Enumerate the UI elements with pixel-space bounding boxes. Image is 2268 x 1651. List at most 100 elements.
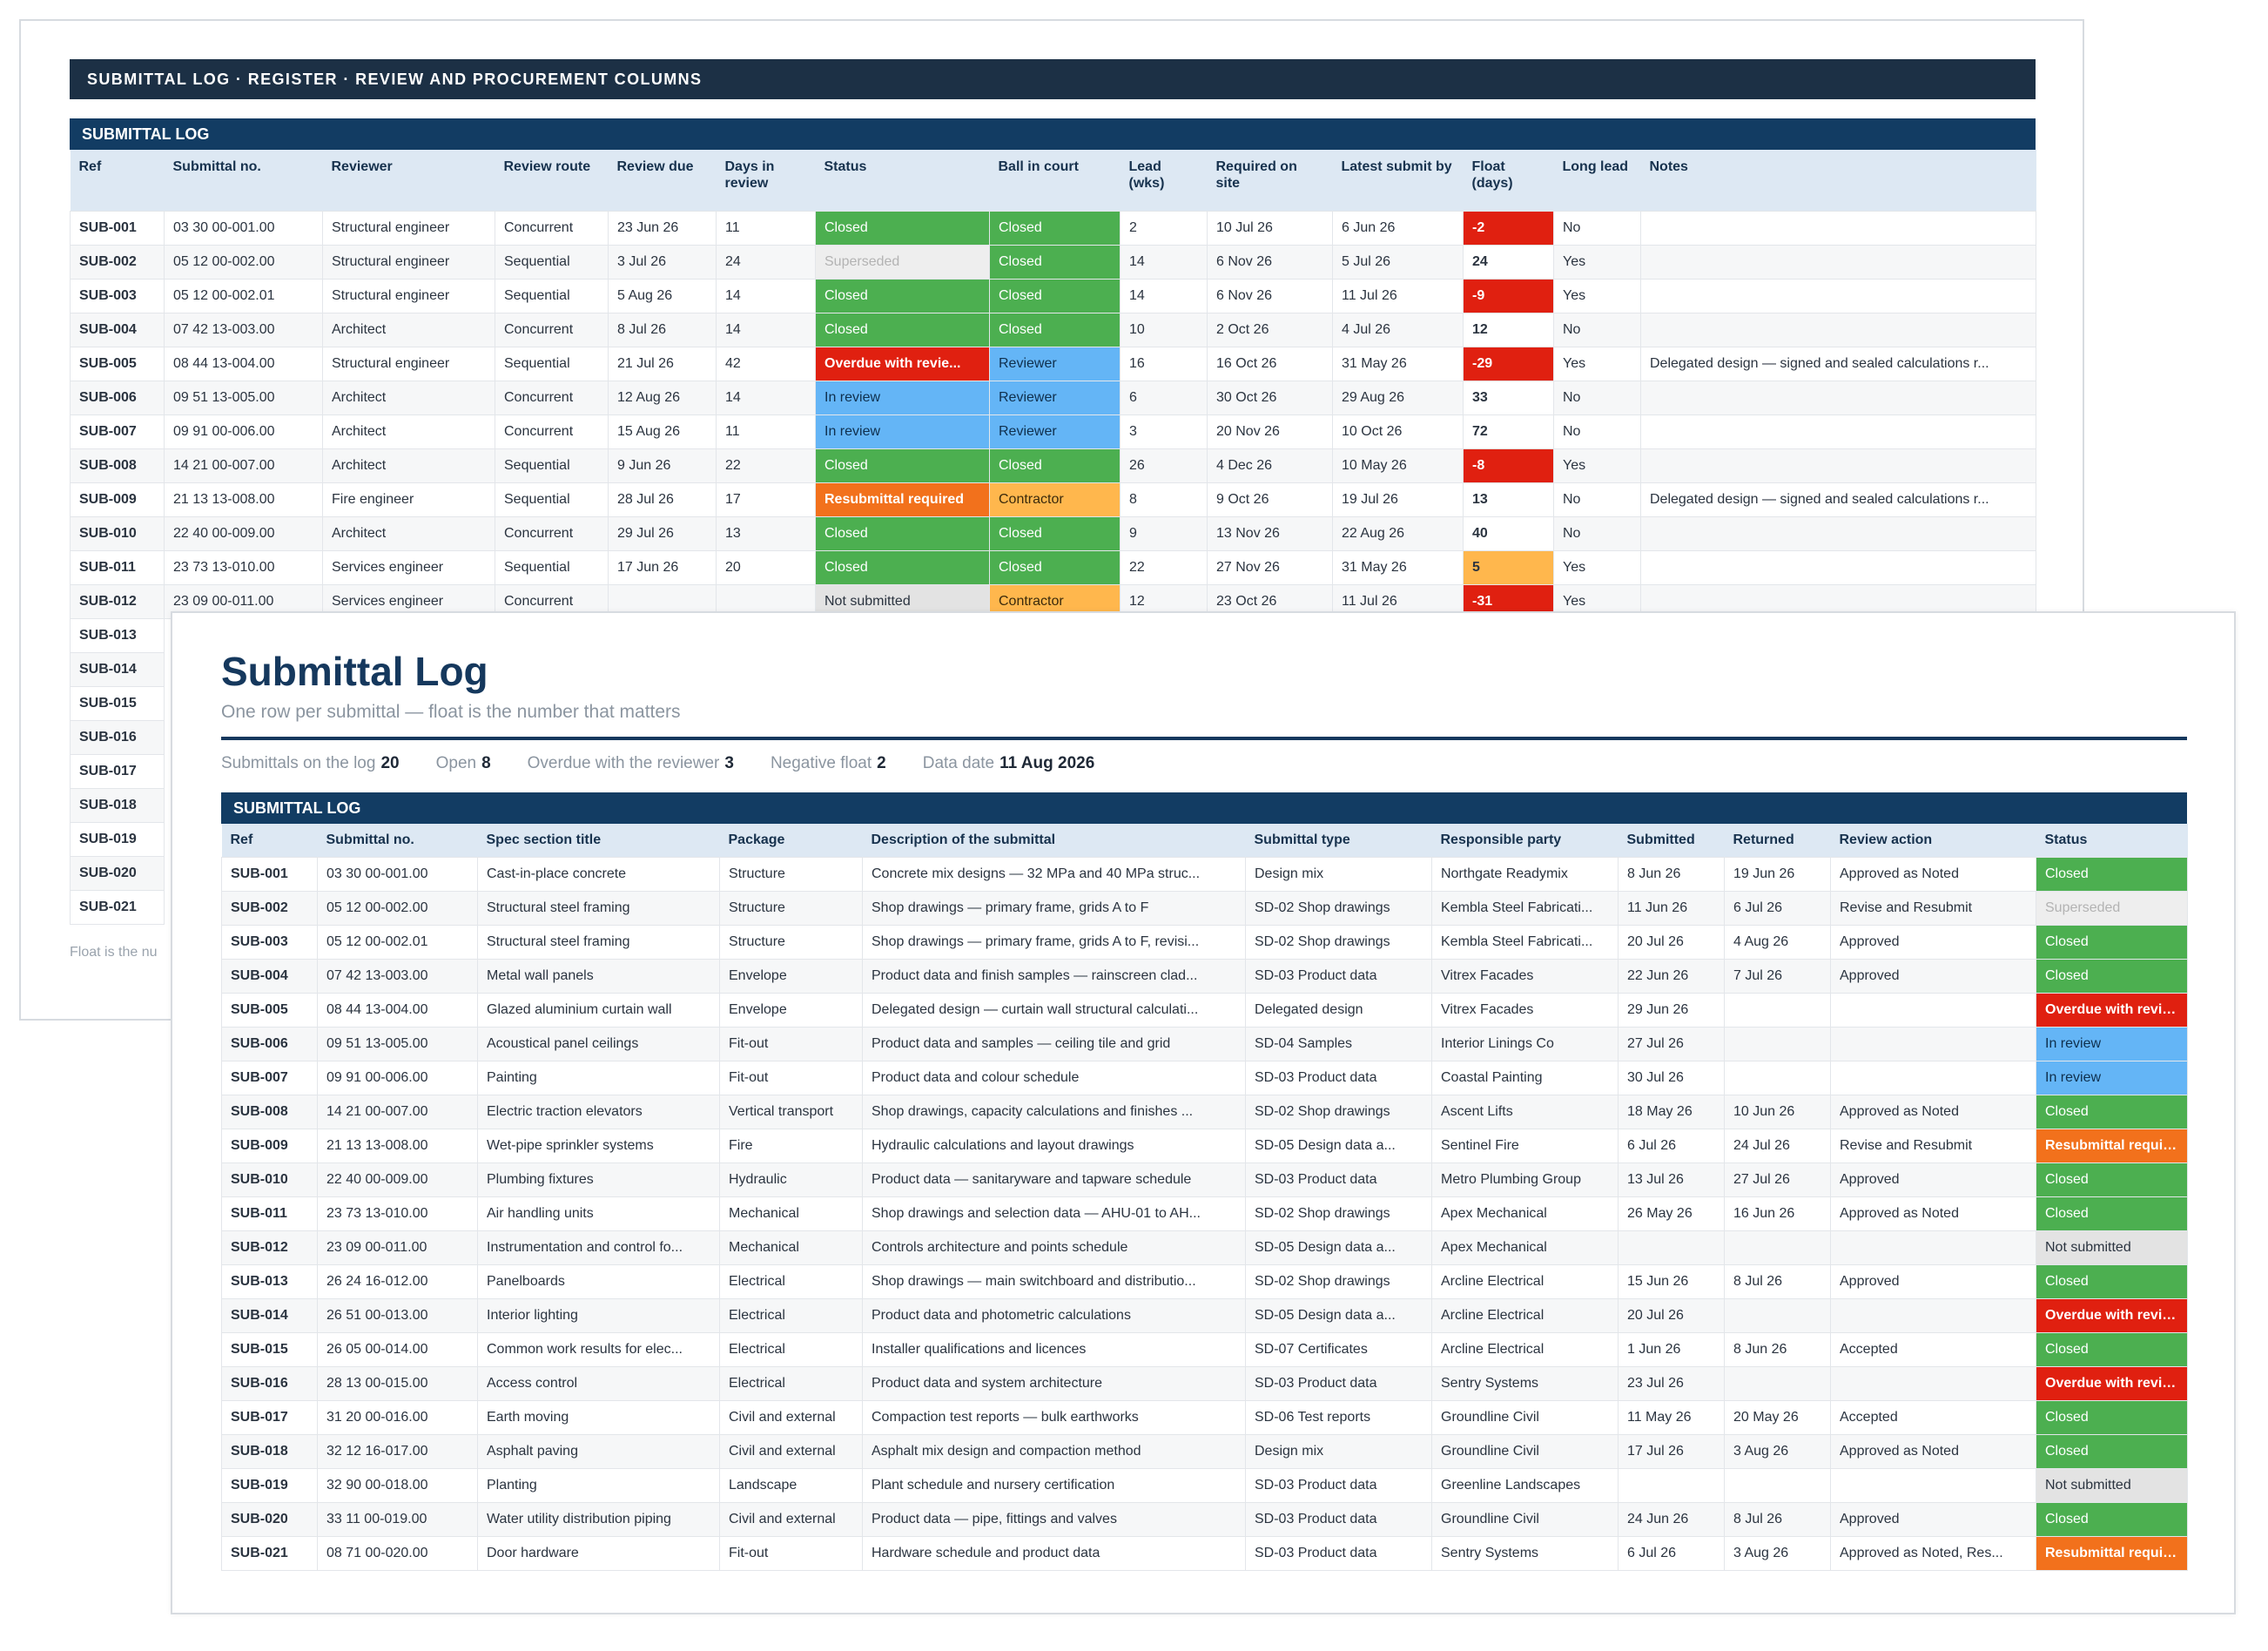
table-row[interactable]: SUB-014 26 51 00-013.00 Interior lighting E… xyxy=(221,1298,2188,1333)
table-row[interactable]: SUB-007 09 91 00-006.00 Architect Concurren… xyxy=(70,414,2036,449)
due-cell: 23 Jun 26 xyxy=(608,211,717,246)
package-link[interactable]: Mechanical xyxy=(719,1196,863,1231)
table-row[interactable]: SUB-013 26 24 16-012.00 Panelboards Electri… xyxy=(221,1264,2188,1299)
package-link[interactable]: Landscape xyxy=(719,1468,863,1503)
ball-in-court-badge: Closed xyxy=(989,211,1121,246)
reviewer-cell: Architect xyxy=(322,414,495,449)
desc-cell: Shop drawings — primary frame, grids A t… xyxy=(862,925,1246,960)
reviewer-cell: Architect xyxy=(322,448,495,483)
party-cell: Sentinel Fire xyxy=(1431,1129,1619,1163)
table-row[interactable]: SUB-001 03 30 00-001.00 Cast-in-place conc… xyxy=(221,857,2188,892)
package-link[interactable]: Electrical xyxy=(719,1264,863,1299)
table-row[interactable]: SUB-020 xyxy=(70,856,2036,891)
package-link[interactable]: Vertical transport xyxy=(719,1095,863,1129)
package-link[interactable]: Structure xyxy=(719,925,863,960)
table-row[interactable]: SUB-005 08 44 13-004.00 Structural enginee… xyxy=(70,347,2036,381)
status-badge: Overdue with revie... xyxy=(2036,1366,2188,1401)
no-cell: 22 40 00-009.00 xyxy=(317,1162,478,1197)
column-header: Long lead xyxy=(1553,150,1641,212)
table-row[interactable]: SUB-002 05 12 00-002.00 Structural enginee… xyxy=(70,245,2036,280)
days-cell: 14 xyxy=(716,313,816,347)
status-badge: Closed xyxy=(815,448,990,483)
ref-cell: SUB-002 xyxy=(221,891,318,926)
package-link[interactable]: Hydraulic xyxy=(719,1162,863,1197)
table-row[interactable]: SUB-018 32 12 16-017.00 Asphalt paving Civi… xyxy=(221,1434,2188,1469)
required-cell: 20 Nov 26 xyxy=(1207,414,1333,449)
table-row[interactable]: SUB-006 09 51 13-005.00 Architect Concurren… xyxy=(70,381,2036,415)
lead-cell: 2 xyxy=(1120,211,1208,246)
table-row[interactable]: SUB-004 07 42 13-003.00 Architect Concurren… xyxy=(70,313,2036,347)
table-row[interactable]: SUB-018 xyxy=(70,788,2036,823)
table-row[interactable]: SUB-003 05 12 00-002.01 Structural steel f… xyxy=(221,925,2188,960)
notes-cell xyxy=(1640,313,2036,347)
table-row[interactable]: SUB-007 09 91 00-006.00 Painting Fit-out Pro… xyxy=(221,1061,2188,1095)
table-row[interactable]: SUB-016 xyxy=(70,720,2036,755)
party-cell: Groundline Civil xyxy=(1431,1400,1619,1435)
ball-in-court-badge: Reviewer xyxy=(989,381,1121,415)
table-row[interactable]: SUB-008 14 21 00-007.00 Electric traction … xyxy=(221,1095,2188,1129)
table-row[interactable]: SUB-011 23 73 13-010.00 Air handling units… xyxy=(221,1196,2188,1231)
table-row[interactable]: SUB-017 31 20 00-016.00 Earth moving Civil … xyxy=(221,1400,2188,1435)
table-row[interactable]: SUB-011 23 73 13-010.00 Services engineer S… xyxy=(70,550,2036,585)
due-cell: 9 Jun 26 xyxy=(608,448,717,483)
table-row[interactable]: SUB-017 xyxy=(70,754,2036,789)
table-row[interactable]: SUB-014 xyxy=(70,652,2036,687)
desc-cell: Installer qualifications and licences xyxy=(862,1332,1246,1367)
table-row[interactable]: SUB-006 09 51 13-005.00 Acoustical panel c… xyxy=(221,1027,2188,1061)
table-row[interactable]: SUB-004 07 42 13-003.00 Metal wall panels E… xyxy=(221,959,2188,994)
package-link[interactable]: Civil and external xyxy=(719,1502,863,1537)
notes-cell xyxy=(1640,516,2036,551)
package-link[interactable]: Fit-out xyxy=(719,1061,863,1095)
type-cell: SD-05 Design data a... xyxy=(1245,1129,1432,1163)
action-cell: Approved xyxy=(1830,1162,2036,1197)
latest-cell: 31 May 26 xyxy=(1332,347,1464,381)
table-row[interactable]: SUB-021 xyxy=(70,890,2036,925)
package-link[interactable]: Structure xyxy=(719,891,863,926)
table-row[interactable]: SUB-015 26 05 00-014.00 Common work result… xyxy=(221,1332,2188,1367)
package-link[interactable]: Electrical xyxy=(719,1298,863,1333)
spec-cell: Door hardware xyxy=(477,1536,720,1571)
package-link[interactable]: Fire xyxy=(719,1129,863,1163)
ball-in-court-badge: Closed xyxy=(989,245,1121,280)
package-link[interactable]: Mechanical xyxy=(719,1230,863,1265)
ball-in-court-badge: Closed xyxy=(989,279,1121,313)
table-row[interactable]: SUB-016 28 13 00-015.00 Access control Elec… xyxy=(221,1366,2188,1401)
ball-in-court-badge: Contractor xyxy=(989,482,1121,517)
table-row[interactable]: SUB-020 33 11 00-019.00 Water utility dist… xyxy=(221,1502,2188,1537)
package-link[interactable]: Structure xyxy=(719,857,863,892)
table-row[interactable]: SUB-008 14 21 00-007.00 Architect Sequentia… xyxy=(70,448,2036,483)
package-link[interactable]: Envelope xyxy=(719,993,863,1028)
table-row[interactable]: SUB-009 21 13 13-008.00 Fire engineer Seque… xyxy=(70,482,2036,517)
desc-cell: Product data and photometric calculation… xyxy=(862,1298,1246,1333)
status-badge: Overdue with revie... xyxy=(2036,1298,2188,1333)
table-row[interactable]: SUB-013 xyxy=(70,618,2036,653)
notes-cell xyxy=(1640,414,2036,449)
submitted-cell: 8 Jun 26 xyxy=(1618,857,1725,892)
package-link[interactable]: Civil and external xyxy=(719,1400,863,1435)
package-link[interactable]: Fit-out xyxy=(719,1027,863,1061)
table-row[interactable]: SUB-003 05 12 00-002.01 Structural enginee… xyxy=(70,279,2036,313)
package-link[interactable]: Fit-out xyxy=(719,1536,863,1571)
table-row[interactable]: SUB-009 21 13 13-008.00 Wet-pipe sprinkler… xyxy=(221,1129,2188,1163)
ref-cell: SUB-019 xyxy=(221,1468,318,1503)
required-cell: 6 Nov 26 xyxy=(1207,245,1333,280)
package-link[interactable]: Civil and external xyxy=(719,1434,863,1469)
table-row[interactable]: SUB-010 22 40 00-009.00 Architect Concurren… xyxy=(70,516,2036,551)
kpi-value: 8 xyxy=(481,754,491,772)
table-row[interactable]: SUB-002 05 12 00-002.00 Structural steel f… xyxy=(221,891,2188,926)
action-cell xyxy=(1830,1366,2036,1401)
table-row[interactable]: SUB-021 08 71 00-020.00 Door hardware Fit-o… xyxy=(221,1536,2188,1571)
table-row[interactable]: SUB-015 xyxy=(70,686,2036,721)
package-link[interactable]: Electrical xyxy=(719,1366,863,1401)
column-header: Returned xyxy=(1724,824,1831,858)
package-link[interactable]: Electrical xyxy=(719,1332,863,1367)
reviewer-cell: Architect xyxy=(322,516,495,551)
table-row[interactable]: SUB-001 03 30 00-001.00 Structural enginee… xyxy=(70,211,2036,246)
ref-cell: SUB-016 xyxy=(221,1366,318,1401)
table-row[interactable]: SUB-005 08 44 13-004.00 Glazed aluminium c… xyxy=(221,993,2188,1028)
ref-cell: SUB-013 xyxy=(221,1264,318,1299)
package-link[interactable]: Envelope xyxy=(719,959,863,994)
table-row[interactable]: SUB-012 23 09 00-011.00 Instrumentation an… xyxy=(221,1230,2188,1265)
table-row[interactable]: SUB-010 22 40 00-009.00 Plumbing fixtures H… xyxy=(221,1162,2188,1197)
table-row[interactable]: SUB-019 32 90 00-018.00 Planting Landscape P… xyxy=(221,1468,2188,1503)
